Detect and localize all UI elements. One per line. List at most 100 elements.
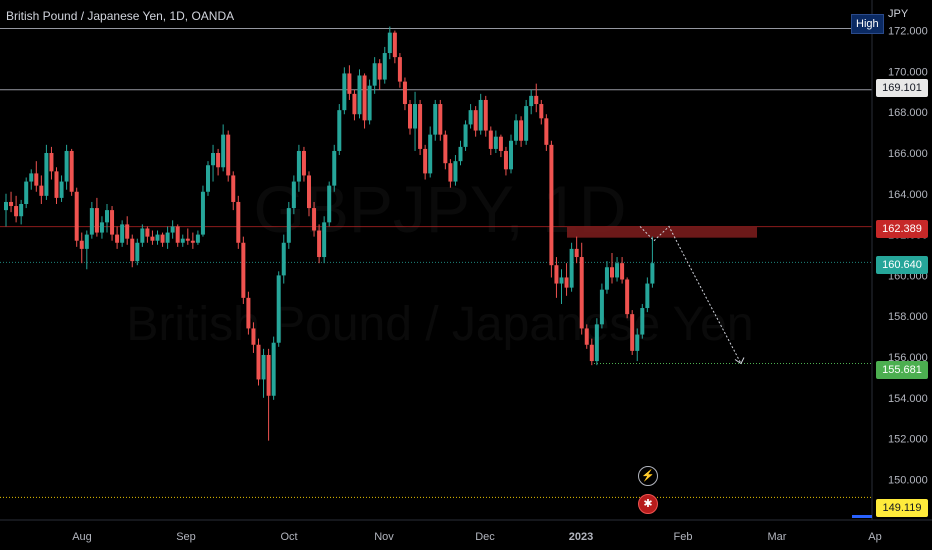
price-tag-resistance: 162.389 xyxy=(876,220,928,238)
candle-body xyxy=(337,110,342,151)
candle-body xyxy=(190,240,195,243)
candle-body xyxy=(39,185,44,196)
flag-uk-icon[interactable]: ✱ xyxy=(638,494,658,514)
lightning-icon[interactable]: ⚡ xyxy=(638,466,658,486)
candle-body xyxy=(14,206,19,217)
candle-body xyxy=(140,228,145,243)
candle-body xyxy=(332,150,337,186)
projection-layer xyxy=(639,225,745,365)
time-tick-label: Aug xyxy=(72,531,92,543)
candle-body xyxy=(49,153,54,172)
scroll-indicator xyxy=(852,515,872,518)
candle-body xyxy=(367,85,372,121)
candle-body xyxy=(226,134,231,176)
candle-body xyxy=(296,150,301,182)
candle-body xyxy=(579,257,584,329)
candle-body xyxy=(312,208,317,231)
candle-body xyxy=(256,344,261,380)
candle-body xyxy=(185,238,190,241)
price-tick-label: 166.000 xyxy=(888,148,928,160)
currency-label: JPY xyxy=(888,8,909,20)
candle-body xyxy=(221,134,226,168)
candle-body xyxy=(200,191,205,235)
candle-body xyxy=(413,104,418,129)
candle-body xyxy=(236,201,241,243)
candle-body xyxy=(19,204,24,217)
candle-body xyxy=(342,73,347,111)
candle-body xyxy=(569,248,574,288)
candle-body xyxy=(519,120,524,141)
candle-body xyxy=(125,224,130,239)
candle-body xyxy=(110,210,115,235)
candle-body xyxy=(276,275,281,343)
candle-body xyxy=(524,106,529,141)
candle-body xyxy=(423,148,428,174)
candle-body xyxy=(428,134,433,174)
candle-body xyxy=(69,150,74,192)
candle-body xyxy=(115,234,120,243)
candle-body xyxy=(478,99,483,131)
candle-body xyxy=(483,99,488,131)
candle-body xyxy=(120,224,125,243)
candle-body xyxy=(604,267,609,290)
candle-body xyxy=(564,277,569,288)
candle-body xyxy=(509,140,513,170)
candle-body xyxy=(539,104,544,119)
candle-body xyxy=(468,110,473,125)
candle-body xyxy=(453,161,458,182)
candle-body xyxy=(352,93,357,115)
time-tick-label: Oct xyxy=(280,531,297,543)
candle-body xyxy=(418,104,423,149)
price-tick-label: 154.000 xyxy=(888,393,928,405)
candle-body xyxy=(286,208,291,243)
candle-body xyxy=(216,153,221,168)
candle-body xyxy=(195,234,200,243)
candle-body xyxy=(266,354,271,396)
candle-body xyxy=(584,328,589,345)
price-axis[interactable]: 150.000152.000154.000156.000158.000160.0… xyxy=(871,0,928,520)
candle-body xyxy=(433,104,438,135)
price-tick-label: 164.000 xyxy=(888,189,928,201)
symbol-title[interactable]: British Pound / Japanese Yen, 1D, OANDA xyxy=(6,9,235,23)
watermark: GBPJPY, 1D British Pound / Japanese Yen xyxy=(126,172,753,351)
candle-body xyxy=(554,265,559,284)
candle-body xyxy=(559,277,564,284)
candle-body xyxy=(402,81,407,105)
price-tag-169: 169.101 xyxy=(876,79,928,97)
candle-body xyxy=(99,222,104,233)
candle-body xyxy=(74,191,79,241)
candle-body xyxy=(291,181,296,209)
time-axis[interactable]: Aug Sep Oct Nov Dec 2023 Feb Mar Ap xyxy=(0,515,932,543)
candle-body xyxy=(347,73,352,94)
candle-body xyxy=(650,263,655,284)
candles-layer xyxy=(4,26,655,441)
candle-body xyxy=(645,283,650,309)
candle-body xyxy=(357,75,362,115)
price-tick-label: 172.000 xyxy=(888,26,928,38)
time-tick-label: 2023 xyxy=(569,531,593,543)
candle-body xyxy=(463,124,468,147)
candle-body xyxy=(387,32,392,54)
candle-body xyxy=(544,118,549,145)
candle-body xyxy=(448,163,453,182)
candle-body xyxy=(281,242,286,276)
candle-body xyxy=(301,150,306,176)
price-tag-low: 149.119 xyxy=(876,499,928,517)
price-tick-label: 150.000 xyxy=(888,474,928,486)
candle-body xyxy=(44,153,49,196)
candle-body xyxy=(640,308,645,335)
candle-body xyxy=(514,120,519,141)
candle-body xyxy=(549,144,554,266)
watermark-name: British Pound / Japanese Yen xyxy=(126,298,753,351)
candle-body xyxy=(211,153,216,166)
candle-body xyxy=(589,344,594,362)
high-badge: High xyxy=(851,14,884,34)
time-tick-label: Dec xyxy=(475,531,495,543)
candle-body xyxy=(29,173,34,182)
candle-body xyxy=(150,236,155,241)
candle-body xyxy=(231,175,236,202)
candle-body xyxy=(145,228,150,237)
candle-body xyxy=(488,130,493,149)
price-tick-label: 152.000 xyxy=(888,434,928,446)
